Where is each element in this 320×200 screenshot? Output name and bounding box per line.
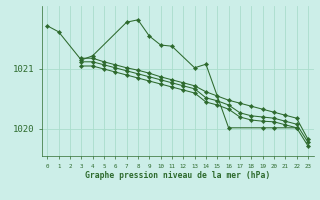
X-axis label: Graphe pression niveau de la mer (hPa): Graphe pression niveau de la mer (hPa) (85, 171, 270, 180)
